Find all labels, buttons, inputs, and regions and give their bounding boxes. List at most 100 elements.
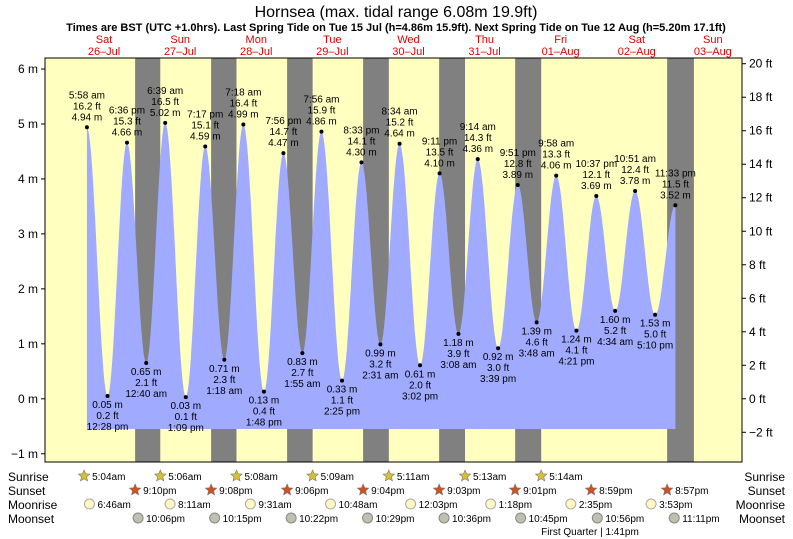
tide-point-low (378, 342, 383, 347)
tide-label: 15.2 ft (386, 118, 414, 129)
tide-label: 3.2 ft (369, 359, 391, 370)
tide-point-low (496, 346, 501, 351)
tide-label: 1.18 m (443, 338, 474, 349)
moonset-icon (209, 512, 221, 524)
tide-point-high (397, 141, 402, 146)
tide-label: 1:18 am (206, 386, 242, 397)
tide-label: 15.3 ft (113, 117, 141, 128)
tide-point-low (653, 312, 658, 317)
tide-point-high (359, 160, 364, 165)
tide-label: 4.30 m (346, 147, 377, 158)
moonrise-time: 12:03pm (419, 500, 458, 511)
tide-label: 0.1 ft (175, 412, 197, 423)
day-date-5: 31–Jul (468, 46, 500, 58)
tide-label: 1.24 m (561, 335, 592, 346)
tide-label: 8:33 pm (343, 125, 379, 136)
tide-point-low (534, 320, 539, 325)
tide-label: 12:40 am (125, 389, 167, 400)
sunset-icon (356, 483, 370, 496)
sunrise-time: 5:04am (92, 472, 125, 483)
tide-label: 4.86 m (306, 117, 337, 128)
tide-label: 14.7 ft (269, 127, 297, 138)
right-tick-label: 14 ft (749, 157, 773, 171)
day-name-7: Sat (628, 34, 645, 46)
tide-label: 0.2 ft (96, 411, 118, 422)
tide-label: 6:39 am (147, 86, 183, 97)
moonset-time: 10:29pm (376, 514, 415, 525)
moonset-icon (285, 512, 297, 524)
day-date-4: 30–Jul (392, 46, 424, 58)
sunrise-time: 5:08am (244, 472, 277, 483)
sunrise-time: 5:06am (168, 472, 201, 483)
moonset-time: 10:15pm (223, 514, 262, 525)
left-tick-label: 6 m (18, 62, 38, 76)
moonrise-time: 6:46am (97, 500, 130, 511)
moonset-time: 10:56pm (605, 514, 644, 525)
tide-area (86, 122, 676, 430)
sunset-time: 8:59pm (599, 486, 632, 497)
tide-point-high (554, 173, 559, 178)
sunset-time: 9:10pm (143, 486, 176, 497)
tide-label: 1.39 m (521, 326, 552, 337)
sunrise-icon (382, 469, 396, 482)
left-tick-label: −1 m (11, 447, 38, 461)
tide-label: 3.52 m (660, 190, 691, 201)
sunrise-icon (230, 469, 243, 482)
right-tick-label: 4 ft (749, 325, 766, 339)
day-date-0: 26–Jul (88, 46, 120, 58)
day-name-2: Mon (246, 34, 267, 46)
moonrise-icon (164, 498, 176, 510)
tide-label: 4:21 pm (558, 357, 594, 368)
left-tick-label: 1 m (18, 337, 38, 351)
sunset-time: 9:03pm (447, 486, 480, 497)
moonrise-time: 8:11am (178, 500, 211, 511)
tide-point-low (418, 363, 423, 368)
tide-label: 4.10 m (424, 158, 455, 169)
tide-label: 0.05 m (92, 400, 123, 411)
moonset-time: 10:36pm (452, 514, 491, 525)
tide-label: 0.33 m (327, 385, 358, 396)
day-date-2: 28–Jul (240, 46, 272, 58)
tide-label: 13.3 ft (542, 150, 570, 161)
sunset-icon (660, 483, 674, 496)
tide-label: 3.0 ft (487, 363, 509, 374)
plot-frame (44, 57, 743, 463)
moonrise-time: 1:18pm (499, 500, 532, 511)
left-tick-label: 4 m (18, 172, 38, 186)
day-name-3: Tue (323, 34, 342, 46)
moonset-icon (668, 512, 680, 524)
sunset-icon (128, 483, 142, 496)
tide-label: 3:48 am (519, 348, 555, 359)
moonrise-time: 10:48am (339, 500, 378, 511)
tide-label: 6:36 pm (109, 106, 145, 117)
sunrise-time: 5:13am (473, 472, 506, 483)
tide-label: 2:25 pm (324, 407, 360, 418)
tide-label: 13.5 ft (426, 147, 454, 158)
tide-point-low (340, 378, 345, 383)
sunset-time: 8:57pm (675, 486, 708, 497)
tide-label: 0.4 ft (253, 407, 275, 418)
sunrise-icon (458, 469, 472, 482)
tide-label: 4.47 m (268, 138, 299, 149)
sunset-icon (280, 483, 294, 496)
sunrise-row-label-left: Sunrise (8, 470, 49, 484)
tide-point-high (84, 125, 89, 130)
chart-title: Hornsea (max. tidal range 6.08m 19.9ft) (255, 4, 538, 21)
moonrise-icon (645, 498, 657, 510)
tide-label: 10:37 pm (575, 159, 617, 170)
sunset-icon (508, 483, 522, 496)
tide-label: 15.9 ft (308, 106, 336, 117)
tide-label: 0.83 m (287, 357, 318, 368)
moonset-time: 10:22pm (299, 514, 338, 525)
left-tick-label: 0 m (18, 392, 38, 406)
sunrise-icon (77, 469, 91, 482)
tide-label: 7:17 pm (187, 109, 223, 120)
tide-point-low (183, 395, 188, 400)
sunset-icon (584, 483, 598, 496)
tide-label: 2.7 ft (291, 368, 313, 379)
tide-label: 8:34 am (381, 107, 417, 118)
tide-label: 5:58 am (69, 90, 105, 101)
tide-label: 5.02 m (150, 108, 181, 119)
tide-label: 12:28 pm (87, 422, 129, 433)
tide-label: 11.5 ft (662, 179, 689, 190)
